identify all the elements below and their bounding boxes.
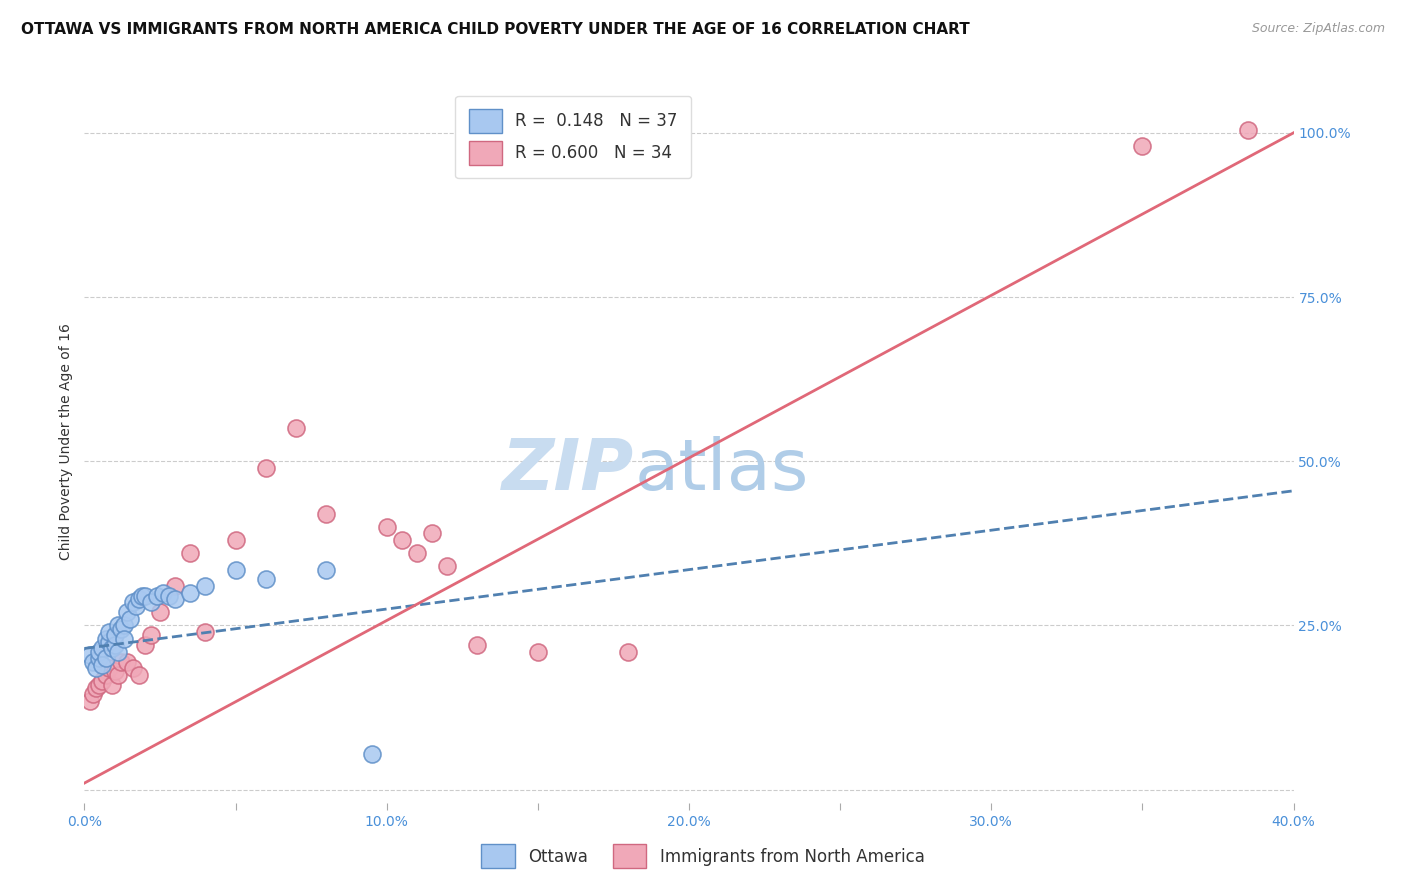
Point	[134, 589, 156, 603]
Point	[139, 595, 162, 609]
Point	[375, 520, 398, 534]
Text: atlas: atlas	[634, 436, 808, 505]
Y-axis label: Child Poverty Under the Age of 16: Child Poverty Under the Age of 16	[59, 323, 73, 560]
Point	[107, 667, 129, 681]
Point	[194, 625, 217, 640]
Point	[121, 661, 143, 675]
Point	[82, 655, 104, 669]
Point	[436, 559, 458, 574]
Point	[94, 651, 117, 665]
Point	[91, 657, 114, 672]
Point	[149, 605, 172, 619]
Point	[225, 563, 247, 577]
Point	[406, 546, 429, 560]
Point	[79, 648, 101, 662]
Legend: Ottawa, Immigrants from North America: Ottawa, Immigrants from North America	[475, 838, 931, 875]
Point	[107, 645, 129, 659]
Point	[420, 526, 443, 541]
Point	[128, 592, 150, 607]
Point	[146, 589, 169, 603]
Point	[254, 573, 277, 587]
Point	[100, 677, 122, 691]
Point	[115, 655, 138, 669]
Point	[157, 589, 180, 603]
Point	[467, 638, 489, 652]
Point	[139, 628, 162, 642]
Point	[315, 507, 337, 521]
Point	[112, 618, 135, 632]
Point	[86, 661, 108, 675]
Point	[107, 618, 129, 632]
Point	[179, 585, 201, 599]
Point	[89, 645, 111, 659]
Point	[179, 546, 201, 560]
Point	[97, 625, 120, 640]
Point	[527, 645, 550, 659]
Point	[285, 421, 308, 435]
Point	[391, 533, 413, 547]
Point	[194, 579, 217, 593]
Point	[104, 638, 127, 652]
Point	[104, 628, 127, 642]
Point	[89, 677, 111, 691]
Point	[86, 681, 108, 695]
Point	[617, 645, 640, 659]
Point	[1237, 122, 1260, 136]
Text: Source: ZipAtlas.com: Source: ZipAtlas.com	[1251, 22, 1385, 36]
Point	[115, 605, 138, 619]
Point	[97, 661, 120, 675]
Point	[134, 638, 156, 652]
Point	[128, 667, 150, 681]
Point	[121, 595, 143, 609]
Point	[110, 622, 132, 636]
Text: OTTAWA VS IMMIGRANTS FROM NORTH AMERICA CHILD POVERTY UNDER THE AGE OF 16 CORREL: OTTAWA VS IMMIGRANTS FROM NORTH AMERICA …	[21, 22, 970, 37]
Point	[94, 632, 117, 646]
Point	[100, 641, 122, 656]
Point	[112, 632, 135, 646]
Point	[104, 665, 127, 679]
Text: ZIP: ZIP	[502, 436, 634, 505]
Point	[79, 694, 101, 708]
Point	[131, 589, 153, 603]
Point	[1130, 139, 1153, 153]
Point	[315, 563, 337, 577]
Point	[94, 667, 117, 681]
Point	[125, 599, 148, 613]
Point	[152, 585, 174, 599]
Point	[110, 655, 132, 669]
Point	[82, 687, 104, 701]
Point	[91, 674, 114, 689]
Point	[97, 635, 120, 649]
Point	[165, 592, 187, 607]
Point	[254, 460, 277, 475]
Point	[91, 641, 114, 656]
Point	[360, 747, 382, 761]
Legend: R =  0.148   N = 37, R = 0.600   N = 34: R = 0.148 N = 37, R = 0.600 N = 34	[456, 95, 692, 178]
Point	[165, 579, 187, 593]
Point	[225, 533, 247, 547]
Point	[89, 651, 111, 665]
Point	[118, 612, 141, 626]
